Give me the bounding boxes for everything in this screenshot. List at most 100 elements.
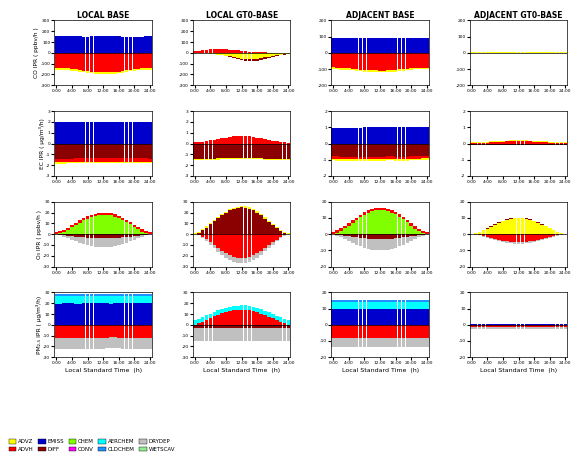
Bar	[244, 207, 248, 234]
Bar	[493, 324, 497, 325]
Bar	[97, 303, 101, 325]
Bar	[125, 143, 128, 158]
Bar	[390, 338, 394, 348]
Bar	[256, 59, 259, 61]
Bar	[86, 238, 89, 245]
Bar	[260, 328, 263, 341]
Bar	[140, 162, 144, 163]
Bar	[236, 136, 240, 143]
Bar	[343, 338, 347, 348]
Bar	[129, 53, 132, 70]
Bar	[58, 159, 62, 162]
Bar	[140, 122, 144, 143]
Bar	[332, 67, 335, 69]
Bar	[101, 143, 105, 158]
Bar	[521, 143, 524, 145]
Bar	[58, 143, 62, 159]
Bar	[351, 159, 355, 161]
Bar	[248, 208, 251, 234]
Bar	[279, 328, 282, 341]
Bar	[371, 234, 374, 239]
Bar	[367, 234, 370, 238]
Bar	[282, 325, 286, 328]
Bar	[398, 157, 401, 159]
Bar	[343, 127, 347, 143]
Bar	[240, 53, 244, 59]
Bar	[556, 52, 559, 53]
Bar	[536, 141, 540, 142]
Bar	[351, 53, 355, 69]
Bar	[125, 53, 128, 71]
Bar	[78, 338, 81, 349]
Bar	[144, 158, 148, 162]
Bar	[517, 243, 520, 244]
Bar	[209, 328, 212, 341]
Bar	[140, 325, 144, 338]
Bar	[339, 38, 343, 53]
Bar	[478, 324, 481, 325]
Bar	[125, 158, 128, 162]
Bar	[121, 158, 124, 162]
Bar	[244, 305, 248, 310]
Bar	[256, 253, 259, 258]
Bar	[74, 158, 78, 162]
Bar	[66, 294, 70, 296]
Bar	[275, 320, 278, 325]
Bar	[402, 302, 405, 308]
Bar	[101, 53, 105, 72]
Bar	[410, 226, 413, 234]
Bar	[548, 324, 552, 325]
Bar	[544, 227, 548, 234]
Bar	[224, 212, 228, 234]
Bar	[282, 54, 286, 55]
Bar	[205, 315, 209, 320]
Bar	[402, 143, 405, 157]
Bar	[105, 158, 109, 162]
Bar	[417, 158, 421, 160]
Bar	[517, 217, 520, 218]
Bar	[386, 325, 390, 338]
Bar	[125, 162, 128, 163]
Bar	[54, 325, 58, 338]
Bar	[282, 53, 286, 54]
Bar	[232, 158, 236, 159]
Bar	[532, 142, 536, 143]
Bar	[398, 143, 401, 157]
Bar	[132, 162, 136, 163]
Bar	[105, 143, 109, 158]
Bar	[97, 36, 101, 53]
Bar	[271, 141, 274, 143]
Bar	[398, 217, 401, 234]
Bar	[528, 327, 532, 329]
Bar	[93, 143, 97, 158]
Bar	[371, 209, 374, 211]
Bar	[129, 143, 132, 158]
Bar	[125, 220, 128, 222]
Bar	[359, 159, 362, 161]
Bar	[109, 122, 113, 143]
Bar	[263, 53, 267, 57]
Bar	[363, 143, 366, 157]
Bar	[129, 37, 132, 53]
Bar	[556, 327, 559, 329]
Bar	[417, 231, 421, 234]
Bar	[390, 70, 394, 72]
Bar	[267, 234, 270, 245]
Bar	[485, 237, 489, 238]
Bar	[256, 143, 259, 158]
Bar	[74, 325, 78, 338]
Bar	[193, 143, 197, 159]
Bar	[493, 239, 497, 240]
Bar	[382, 159, 386, 161]
Bar	[339, 157, 343, 159]
Bar	[263, 143, 267, 159]
Bar	[109, 234, 113, 238]
Bar	[513, 324, 516, 325]
Bar	[97, 72, 101, 74]
Bar	[70, 36, 74, 53]
Bar	[279, 53, 282, 55]
Bar	[548, 143, 552, 145]
Bar	[263, 218, 267, 234]
Bar	[371, 143, 374, 157]
Bar	[378, 303, 382, 309]
